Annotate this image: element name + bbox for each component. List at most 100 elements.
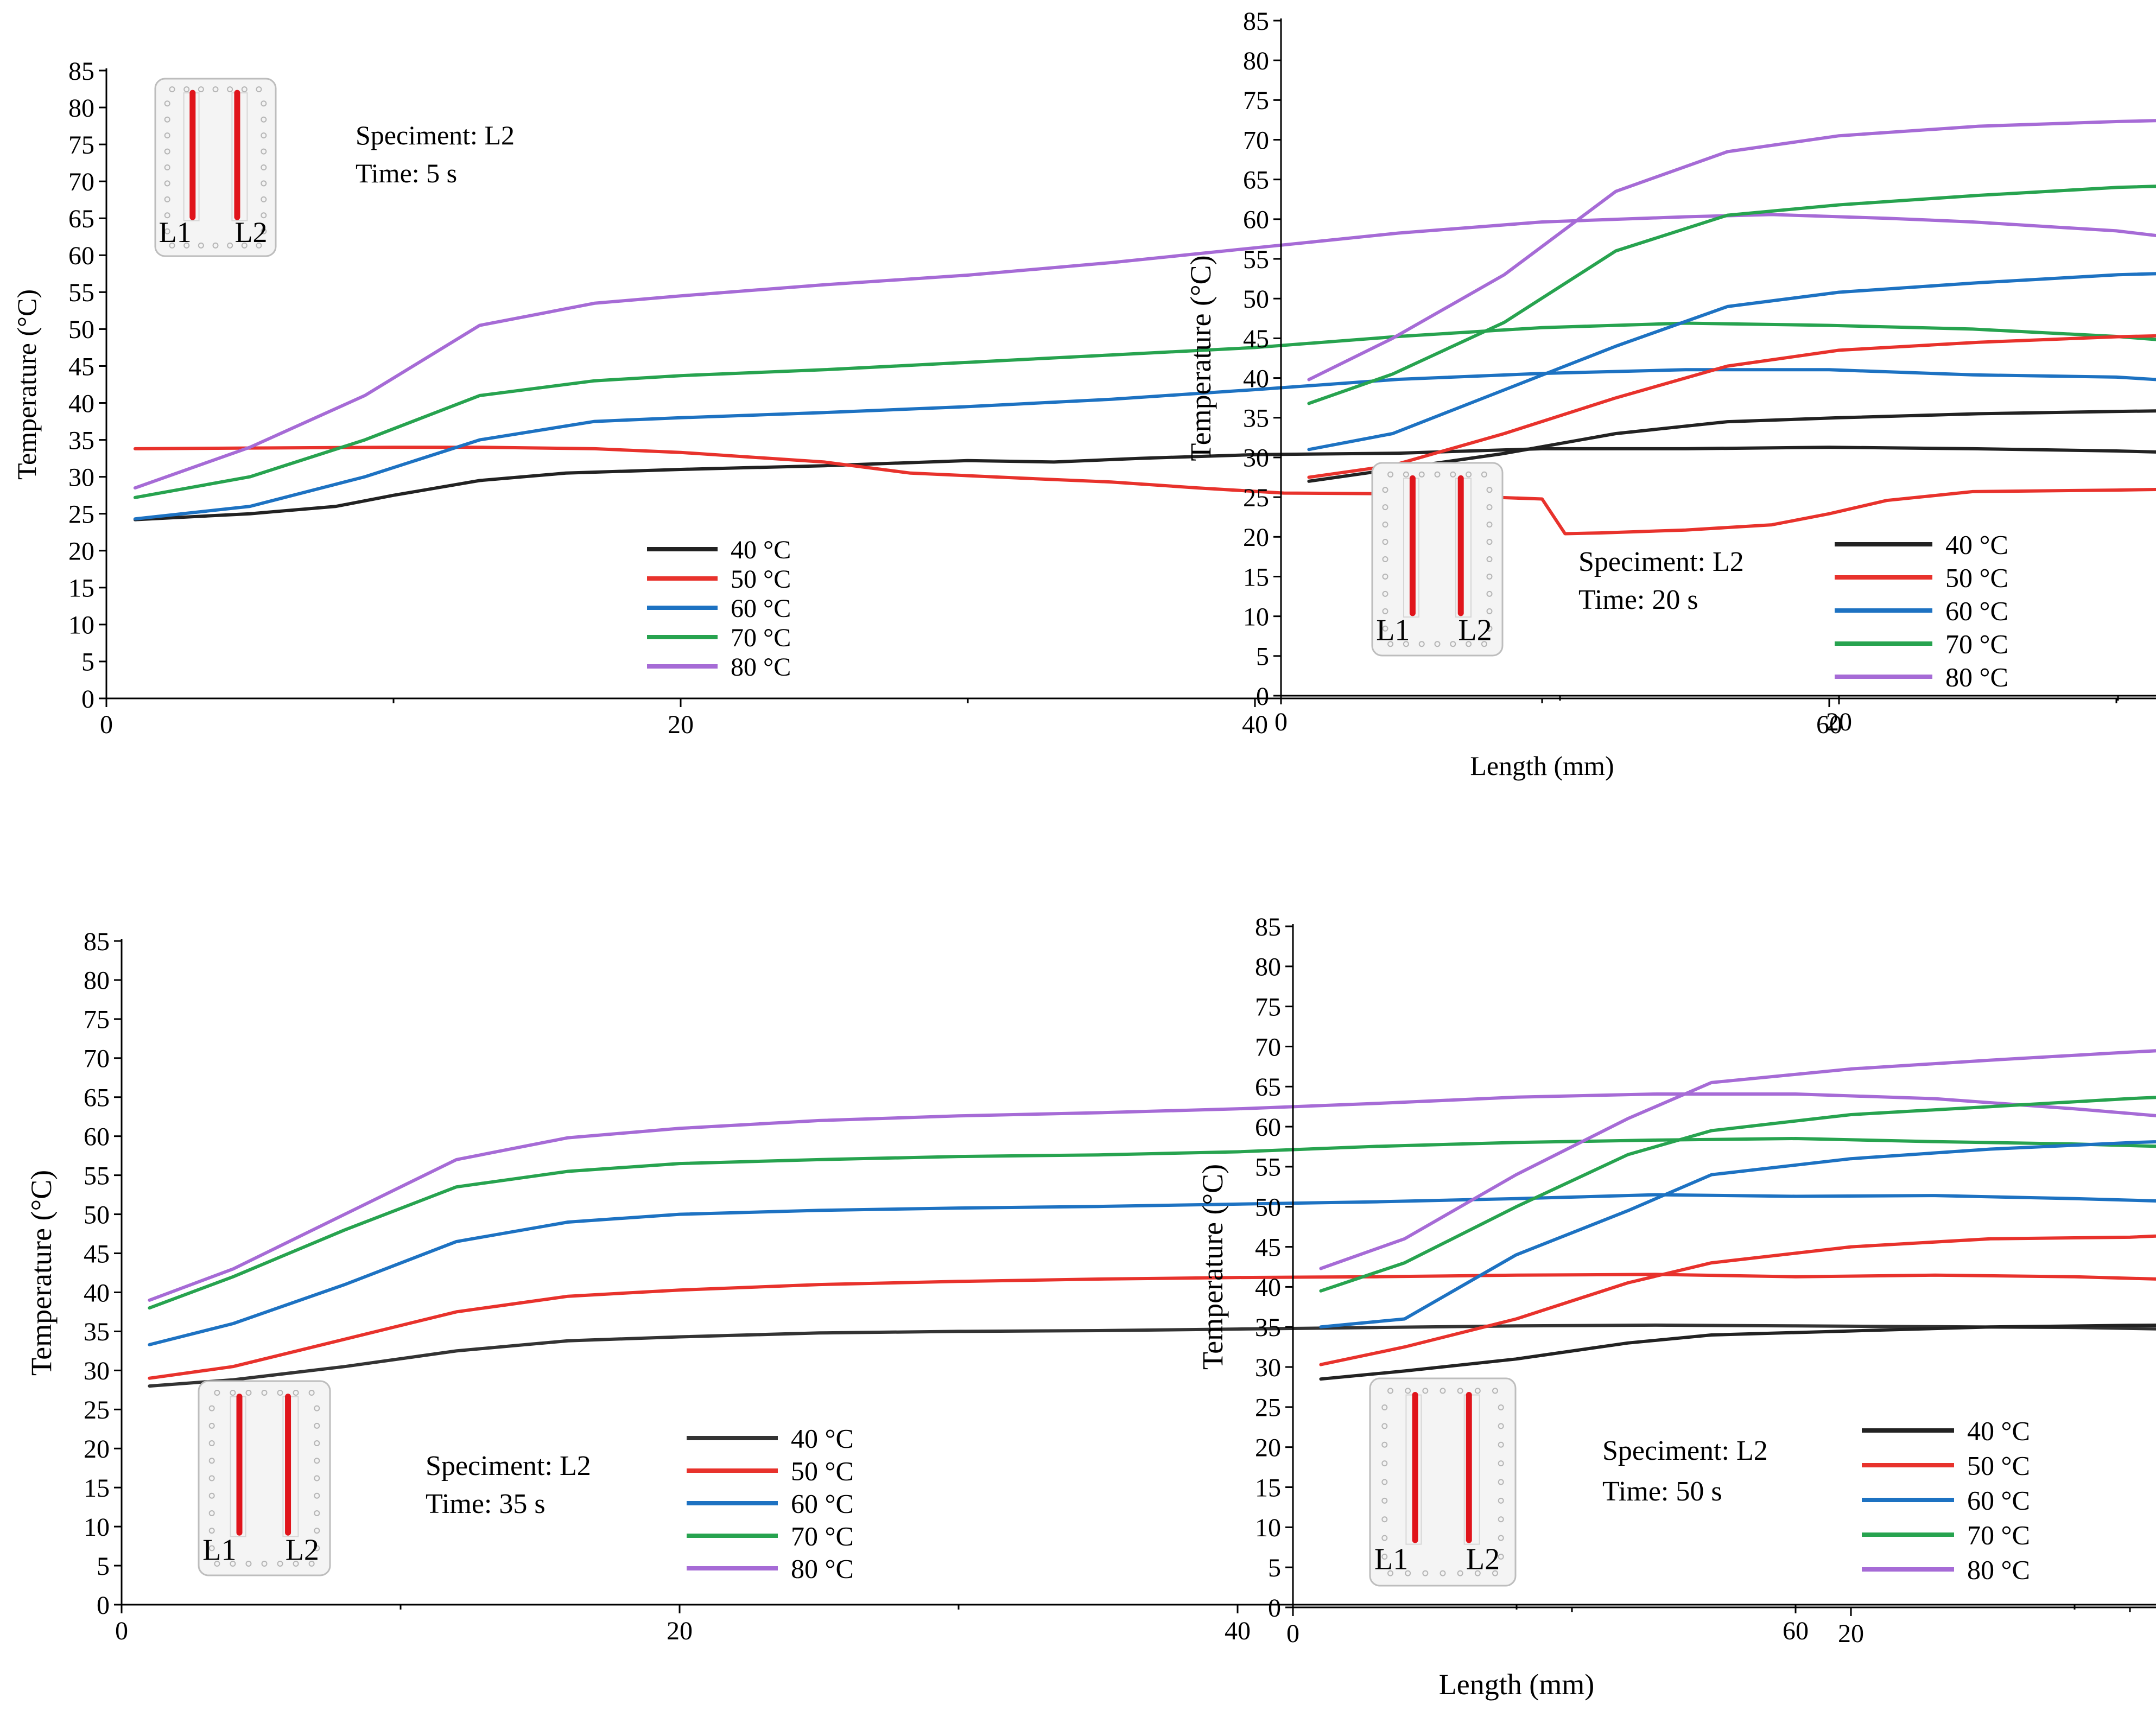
series-line-70-c — [1319, 1096, 2156, 1293]
rebar-dot — [169, 86, 175, 93]
rebar-dot — [1457, 1388, 1463, 1394]
y-tick-label: 45 — [1255, 1233, 1281, 1262]
legend-label-70-c: 70 °C — [731, 624, 791, 652]
rebar-dot — [241, 86, 248, 93]
rebar-dot — [208, 1528, 215, 1534]
y-tick-label: 25 — [84, 1396, 110, 1425]
y-tick-label: 70 — [68, 168, 94, 196]
rebar-dot — [164, 148, 170, 155]
rebar-dot — [1382, 504, 1388, 511]
y-tick-label: 60 — [1243, 206, 1269, 234]
x-tick-label: 40 — [1242, 710, 1268, 739]
legend-label-50-c: 50 °C — [1967, 1451, 2030, 1481]
x-tick-label: 0 — [1286, 1619, 1299, 1648]
y-tick-label: 30 — [1255, 1353, 1281, 1382]
rebar-dot — [164, 180, 170, 187]
y-tick-label: 5 — [1256, 643, 1269, 671]
y-tick-label: 30 — [84, 1357, 110, 1385]
rebar-dot — [208, 1405, 215, 1411]
y-tick-label: 10 — [68, 611, 94, 640]
y-tick-label: 85 — [1255, 913, 1281, 942]
time-annotation: Time: 20 s — [1578, 584, 1698, 615]
x-tick-label: 20 — [668, 710, 694, 739]
series-line-50-c — [1319, 1234, 2156, 1366]
rebar-dot — [1382, 625, 1388, 632]
y-tick-label: 20 — [68, 537, 94, 566]
y-tick-label: 0 — [1256, 682, 1269, 711]
series-line-50-c — [1307, 334, 2156, 479]
rebar-dot — [1434, 641, 1441, 647]
y-tick-label: 85 — [84, 927, 110, 956]
y-tick-label: 15 — [1243, 563, 1269, 592]
rebar-dot — [245, 1561, 252, 1567]
rebar-dot — [1486, 573, 1493, 580]
rebar-dot — [1486, 504, 1493, 511]
specimen-inset-diagram: L1 L2 — [154, 78, 277, 257]
series-line-70-c — [1307, 185, 2156, 405]
rebar-dot — [277, 1389, 283, 1396]
series-line-40-c — [148, 1323, 2156, 1388]
rebar-dot — [1381, 1497, 1388, 1504]
rebar-dot — [198, 242, 204, 249]
y-tick-label: 35 — [1243, 404, 1269, 433]
rebar-dot — [314, 1458, 320, 1464]
specimen-annotation: Speciment: L2 — [426, 1451, 591, 1481]
rebar-dot — [1422, 1388, 1429, 1394]
rebar-dot — [261, 180, 267, 187]
legend-label-80-c: 80 °C — [1967, 1555, 2030, 1585]
rebar-dot — [314, 1475, 320, 1481]
rebar-dot — [227, 242, 233, 249]
series-line-40-c — [1319, 1324, 2156, 1381]
rebar-dot — [1382, 608, 1388, 614]
x-tick-label: 20 — [667, 1617, 693, 1645]
y-tick-label: 40 — [1243, 364, 1269, 393]
x-tick-label: 60 — [1816, 710, 1842, 739]
rebar-dot — [293, 1389, 299, 1396]
rebar-dot — [1387, 471, 1394, 478]
inset-label-l2: L2 — [1458, 614, 1492, 647]
rebar-dot — [261, 1561, 268, 1567]
series-line-70-c — [133, 321, 2156, 499]
x-tick-label: 0 — [100, 710, 113, 739]
series-line-60-c — [1319, 1140, 2156, 1329]
y-tick-label: 35 — [68, 426, 94, 455]
y-tick-label: 35 — [1255, 1313, 1281, 1342]
x-tick-label: 60 — [1783, 1617, 1809, 1645]
rebar-dot — [164, 228, 170, 234]
legend-label-50-c: 50 °C — [791, 1456, 854, 1486]
y-axis-title: Temperature (°C) — [1184, 255, 1217, 461]
rebar-dot — [1382, 522, 1388, 528]
y-tick-label: 60 — [84, 1123, 110, 1152]
legend: 40 °C50 °C60 °C70 °C80 °C — [1835, 530, 2008, 692]
y-tick-label: 0 — [81, 685, 94, 714]
rebar-dot — [293, 1561, 299, 1567]
y-tick-label: 35 — [84, 1318, 110, 1346]
inset-label-l1: L1 — [202, 1533, 236, 1567]
legend-label-40-c: 40 °C — [791, 1423, 854, 1454]
y-tick-label: 45 — [1243, 325, 1269, 353]
specimen-annotation: Speciment: L2 — [1578, 546, 1744, 577]
x-tick-label: 20 — [1826, 708, 1852, 736]
rebar-dot — [261, 228, 267, 234]
rebar-dot — [208, 1422, 215, 1429]
y-tick-label: 75 — [1243, 86, 1269, 115]
rebar-dot — [212, 242, 219, 249]
y-tick-label: 30 — [68, 463, 94, 492]
inset-label-l2: L2 — [1466, 1542, 1500, 1576]
y-tick-label: 0 — [1268, 1594, 1281, 1623]
y-tick-label: 5 — [97, 1552, 110, 1581]
rebar-dot — [1381, 1535, 1388, 1541]
y-tick-label: 80 — [1243, 47, 1269, 75]
y-tick-label: 0 — [97, 1591, 110, 1620]
rebar-dot — [164, 212, 170, 219]
rebar-dot — [1466, 471, 1472, 478]
series-line-40-c — [133, 446, 2156, 522]
rebar-dot — [1382, 556, 1388, 562]
specimen-outline — [154, 78, 277, 257]
inset-label-l1: L1 — [1376, 614, 1410, 647]
y-tick-label: 65 — [68, 205, 94, 233]
rebar-dot — [261, 1389, 268, 1396]
y-tick-label: 20 — [1243, 523, 1269, 552]
rebar-dot — [314, 1545, 320, 1551]
